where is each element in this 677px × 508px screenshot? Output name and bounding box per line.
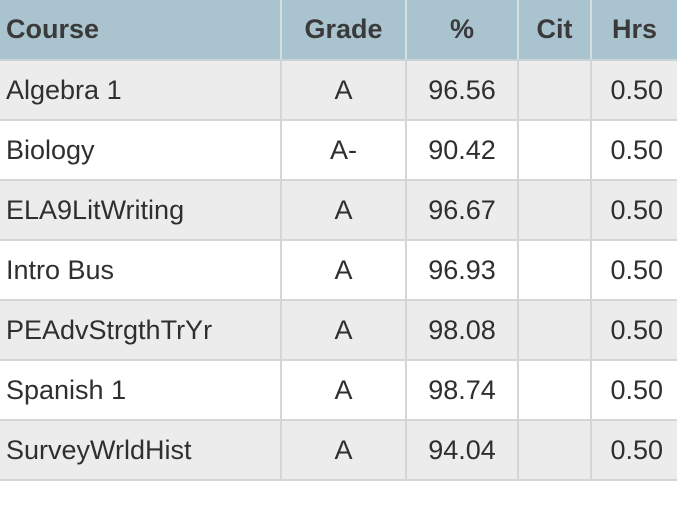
hrs-cell: 0.50 [590,60,677,121]
table-row[interactable]: Spanish 1 A 98.74 0.50 [0,360,677,421]
percent-cell: 96.93 [405,240,518,301]
table-row[interactable]: Intro Bus A 96.93 0.50 [0,240,677,301]
course-cell[interactable]: Biology [0,120,281,181]
cit-cell [517,120,591,181]
grades-table: Course Grade % Cit Hrs Algebra 1 A 96.56… [0,0,677,481]
hrs-cell: 0.50 [590,240,677,301]
grade-cell: A [280,60,406,121]
table-body: Algebra 1 A 96.56 0.50 Biology A- 90.42 … [0,60,677,481]
course-cell[interactable]: Algebra 1 [0,60,281,121]
percent-cell: 94.04 [405,420,518,481]
table-row[interactable]: SurveyWrldHist A 94.04 0.50 [0,420,677,481]
course-cell[interactable]: ELA9LitWriting [0,180,281,241]
cit-cell [517,240,591,301]
hrs-cell: 0.50 [590,360,677,421]
header-grade[interactable]: Grade [280,0,406,61]
table-row[interactable]: Algebra 1 A 96.56 0.50 [0,60,677,121]
course-cell[interactable]: SurveyWrldHist [0,420,281,481]
percent-cell: 96.56 [405,60,518,121]
cit-cell [517,300,591,361]
grade-cell: A [280,420,406,481]
cit-cell [517,60,591,121]
grade-cell: A [280,240,406,301]
grade-cell: A [280,300,406,361]
header-percent[interactable]: % [405,0,518,61]
grade-cell: A [280,360,406,421]
header-cit[interactable]: Cit [517,0,591,61]
cit-cell [517,360,591,421]
grade-cell: A [280,180,406,241]
hrs-cell: 0.50 [590,300,677,361]
course-cell[interactable]: PEAdvStrgthTrYr [0,300,281,361]
cit-cell [517,420,591,481]
cit-cell [517,180,591,241]
percent-cell: 96.67 [405,180,518,241]
header-hrs[interactable]: Hrs [590,0,677,61]
header-course[interactable]: Course [0,0,281,61]
grade-cell: A- [280,120,406,181]
hrs-cell: 0.50 [590,180,677,241]
table-row[interactable]: Biology A- 90.42 0.50 [0,120,677,181]
table-row[interactable]: ELA9LitWriting A 96.67 0.50 [0,180,677,241]
table-row[interactable]: PEAdvStrgthTrYr A 98.08 0.50 [0,300,677,361]
percent-cell: 98.74 [405,360,518,421]
course-cell[interactable]: Intro Bus [0,240,281,301]
header-row: Course Grade % Cit Hrs [0,0,677,61]
percent-cell: 90.42 [405,120,518,181]
hrs-cell: 0.50 [590,420,677,481]
hrs-cell: 0.50 [590,120,677,181]
percent-cell: 98.08 [405,300,518,361]
table-header: Course Grade % Cit Hrs [0,0,677,61]
course-cell[interactable]: Spanish 1 [0,360,281,421]
